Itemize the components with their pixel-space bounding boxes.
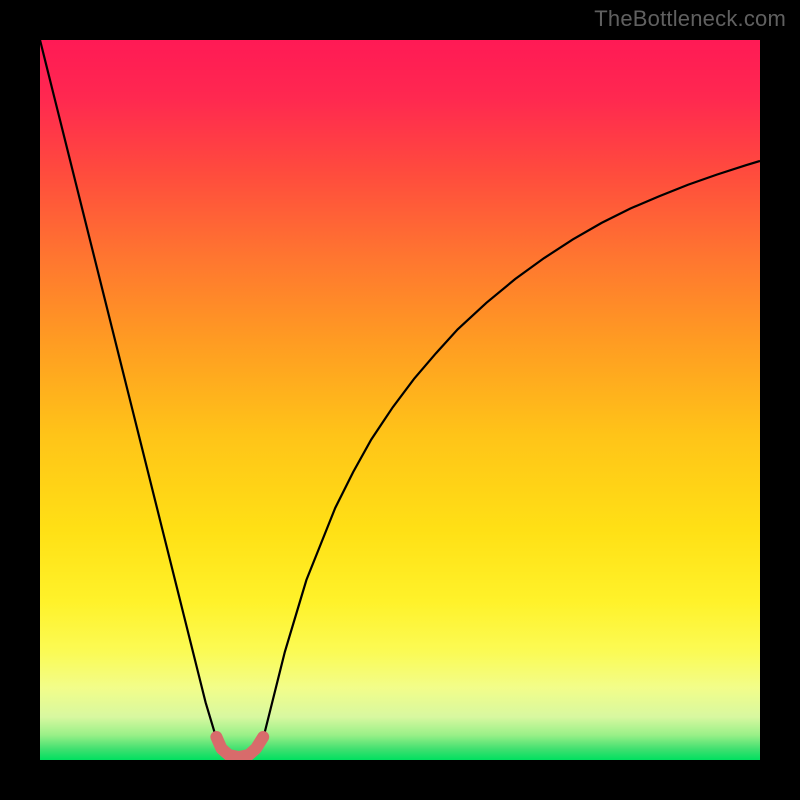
watermark-text: TheBottleneck.com xyxy=(594,6,786,32)
curve-left xyxy=(40,40,216,738)
curve-right xyxy=(263,161,760,738)
plot-area xyxy=(40,40,760,760)
chart-curves xyxy=(40,40,760,760)
bottleneck-marker xyxy=(216,737,263,757)
